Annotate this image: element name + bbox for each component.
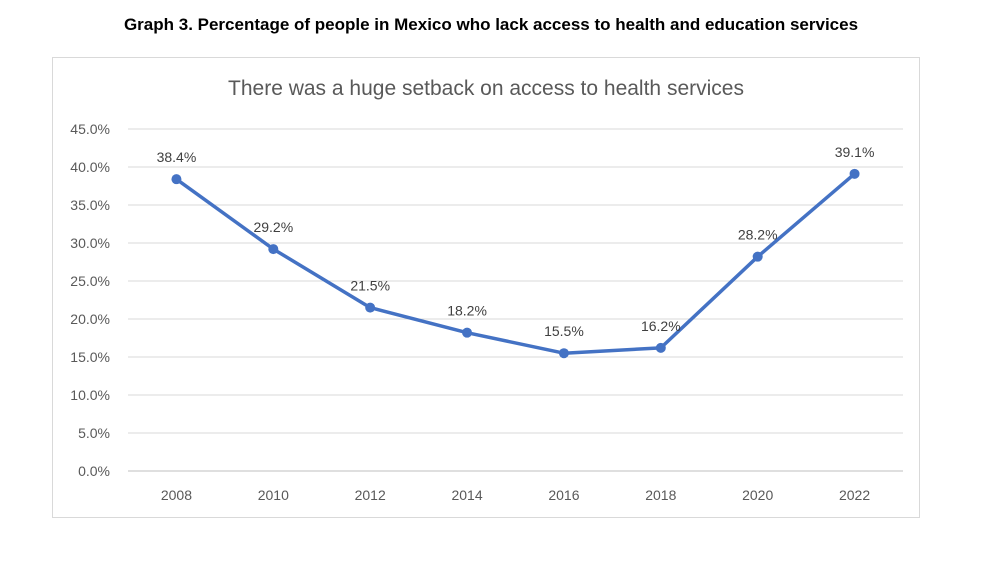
x-tick-label: 2018 [645, 487, 676, 503]
x-tick-label: 2016 [548, 487, 579, 503]
y-tick-label: 25.0% [70, 273, 110, 289]
x-tick-label: 2008 [161, 487, 192, 503]
data-point [365, 302, 376, 313]
data-point [268, 244, 279, 255]
y-tick-label: 20.0% [70, 311, 110, 327]
data-point [558, 348, 569, 359]
data-point [752, 251, 763, 262]
data-label: 18.2% [447, 303, 487, 319]
series-line [175, 172, 856, 355]
y-tick-label: 30.0% [70, 235, 110, 251]
y-tick-label: 45.0% [70, 121, 110, 137]
y-tick-label: 5.0% [78, 425, 110, 441]
x-tick-label: 2012 [355, 487, 386, 503]
x-tick-label: 2022 [839, 487, 870, 503]
data-label: 15.5% [544, 323, 584, 339]
data-label: 21.5% [350, 278, 390, 294]
data-label: 38.4% [157, 149, 197, 165]
data-point [849, 168, 860, 179]
chart-area [52, 57, 920, 518]
y-tick-label: 35.0% [70, 197, 110, 213]
x-tick-label: 2020 [742, 487, 773, 503]
chart-title: There was a huge setback on access to he… [228, 77, 744, 100]
y-tick-label: 0.0% [78, 463, 110, 479]
data-label: 29.2% [253, 219, 293, 235]
x-tick-label: 2014 [451, 487, 482, 503]
data-label: 16.2% [641, 318, 681, 334]
data-label: 39.1% [835, 144, 875, 160]
data-point [462, 327, 473, 338]
y-tick-label: 10.0% [70, 387, 110, 403]
data-point [655, 342, 666, 353]
y-tick-label: 15.0% [70, 349, 110, 365]
figure-title: Graph 3. Percentage of people in Mexico … [123, 15, 859, 34]
x-tick-label: 2010 [258, 487, 289, 503]
data-label: 28.2% [738, 227, 778, 243]
data-point [171, 174, 182, 185]
y-tick-label: 40.0% [70, 159, 110, 175]
